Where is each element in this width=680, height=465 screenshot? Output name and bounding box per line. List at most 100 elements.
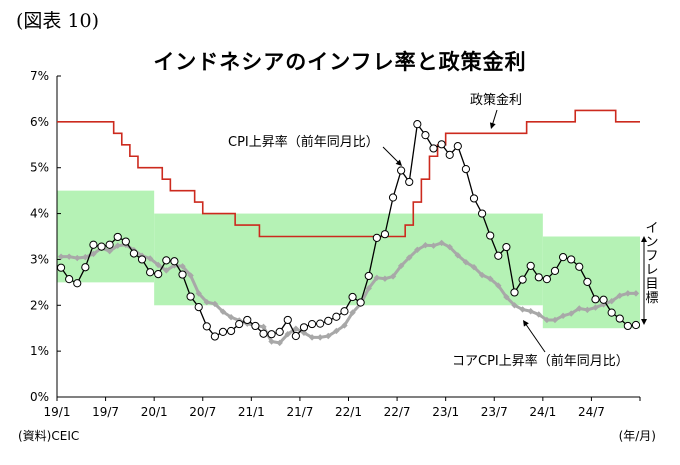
y-tick-label: 3% xyxy=(30,252,49,266)
cpi-point xyxy=(97,242,106,251)
core-cpi-point xyxy=(227,314,235,321)
target-band-segment xyxy=(154,213,543,306)
cpi-point xyxy=(534,273,543,282)
cpi-point xyxy=(405,177,414,187)
arrow-head xyxy=(395,159,402,166)
cpi-point xyxy=(332,312,341,321)
core-cpi-point xyxy=(422,242,429,249)
core-cpi-point xyxy=(478,271,486,279)
arrow-head xyxy=(641,319,647,325)
source-note: (資料)CEIC xyxy=(18,429,80,443)
cpi-point xyxy=(162,256,171,265)
cpi-point xyxy=(210,332,219,341)
core-cpi-point xyxy=(325,332,332,340)
cpi-point xyxy=(526,261,535,270)
x-tick-label: 20/1 xyxy=(141,405,168,419)
core-cpi-point xyxy=(316,334,324,341)
core-cpi-point xyxy=(559,312,567,320)
unit-note: (年/月) xyxy=(618,429,656,443)
core-cpi-point xyxy=(260,323,267,331)
x-tick-label: 24/1 xyxy=(529,405,556,419)
core-cpi-point xyxy=(430,242,437,249)
y-tick-label: 0% xyxy=(30,390,49,404)
cpi-point xyxy=(251,321,260,331)
x-tick-label: 22/7 xyxy=(384,405,411,419)
core-cpi-point xyxy=(308,334,316,341)
core-cpi-point xyxy=(276,339,283,347)
core-cpi-annotation: コアCPI上昇率（前年同月比） xyxy=(452,353,629,369)
core-cpi-point xyxy=(219,308,227,315)
y-tick-label: 1% xyxy=(30,344,49,358)
cpi-point xyxy=(364,271,373,281)
core-cpi-point xyxy=(527,308,534,315)
cpi-point xyxy=(413,120,422,129)
x-tick-label: 23/1 xyxy=(432,405,459,419)
core-cpi-point xyxy=(211,300,219,308)
cpi-point xyxy=(397,166,406,175)
cpi-point xyxy=(510,288,519,297)
cpi-point xyxy=(307,319,317,329)
x-tick-label: 19/7 xyxy=(92,405,119,419)
cpi-point xyxy=(186,292,195,301)
y-tick-label: 4% xyxy=(30,207,49,221)
core-cpi-point xyxy=(284,330,291,338)
core-cpi-point xyxy=(616,292,623,299)
x-tick-label: 21/7 xyxy=(286,405,313,419)
cpi-point xyxy=(291,331,300,341)
core-cpi-point xyxy=(511,302,518,309)
cpi-point xyxy=(469,194,479,203)
core-cpi-point xyxy=(519,306,526,313)
cpi-point xyxy=(453,142,462,151)
core-cpi-point xyxy=(470,264,478,271)
cpi-point xyxy=(461,164,471,174)
cpi-point xyxy=(615,314,624,323)
cpi-point xyxy=(113,232,122,242)
cpi-point xyxy=(542,275,551,284)
core-cpi-point xyxy=(576,305,583,312)
cpi-point xyxy=(421,131,430,140)
core-cpi-point xyxy=(592,304,599,311)
core-cpi-point xyxy=(454,252,462,259)
cpi-point xyxy=(267,330,276,339)
arrow-head xyxy=(641,236,647,242)
core-cpi-point xyxy=(365,285,372,292)
cpi-point xyxy=(380,230,390,239)
cpi-annotation: CPI上昇率（前年同月比） xyxy=(228,134,379,150)
cpi-point xyxy=(558,253,568,262)
cpi-point xyxy=(356,298,365,307)
core-cpi-point xyxy=(74,254,81,262)
x-tick-label: 19/1 xyxy=(44,405,71,419)
core-cpi-point xyxy=(438,239,445,247)
cpi-point xyxy=(575,262,584,271)
core-cpi-point xyxy=(406,254,413,261)
cpi-point xyxy=(283,315,292,325)
core-cpi-point xyxy=(195,290,202,297)
cpi-point xyxy=(348,292,357,302)
core-cpi-point xyxy=(163,267,170,274)
core-cpi-point xyxy=(341,322,348,329)
cpi-point xyxy=(73,279,82,288)
cpi-point xyxy=(607,308,616,317)
x-tick-label: 20/7 xyxy=(189,405,216,419)
core-cpi-point xyxy=(462,258,470,266)
core-cpi-point xyxy=(414,246,421,253)
x-tick-label: 24/7 xyxy=(578,405,605,419)
y-tick-label: 6% xyxy=(30,115,49,129)
cpi-point xyxy=(89,240,98,249)
series-policy-rate-line xyxy=(57,109,640,238)
cpi-point xyxy=(81,263,90,272)
cpi-point xyxy=(324,316,333,325)
cpi-point xyxy=(202,322,211,331)
target-band-segment xyxy=(57,190,155,283)
core-cpi-point xyxy=(349,309,356,316)
cpi-point xyxy=(170,257,179,266)
cpi-point xyxy=(583,277,592,286)
cpi-point xyxy=(65,275,74,284)
cpi-point xyxy=(137,255,147,264)
cpi-point xyxy=(316,319,325,328)
core-cpi-point xyxy=(584,306,591,314)
cpi-point xyxy=(226,326,236,336)
core-cpi-point xyxy=(268,338,275,345)
core-cpi-point xyxy=(373,274,381,281)
